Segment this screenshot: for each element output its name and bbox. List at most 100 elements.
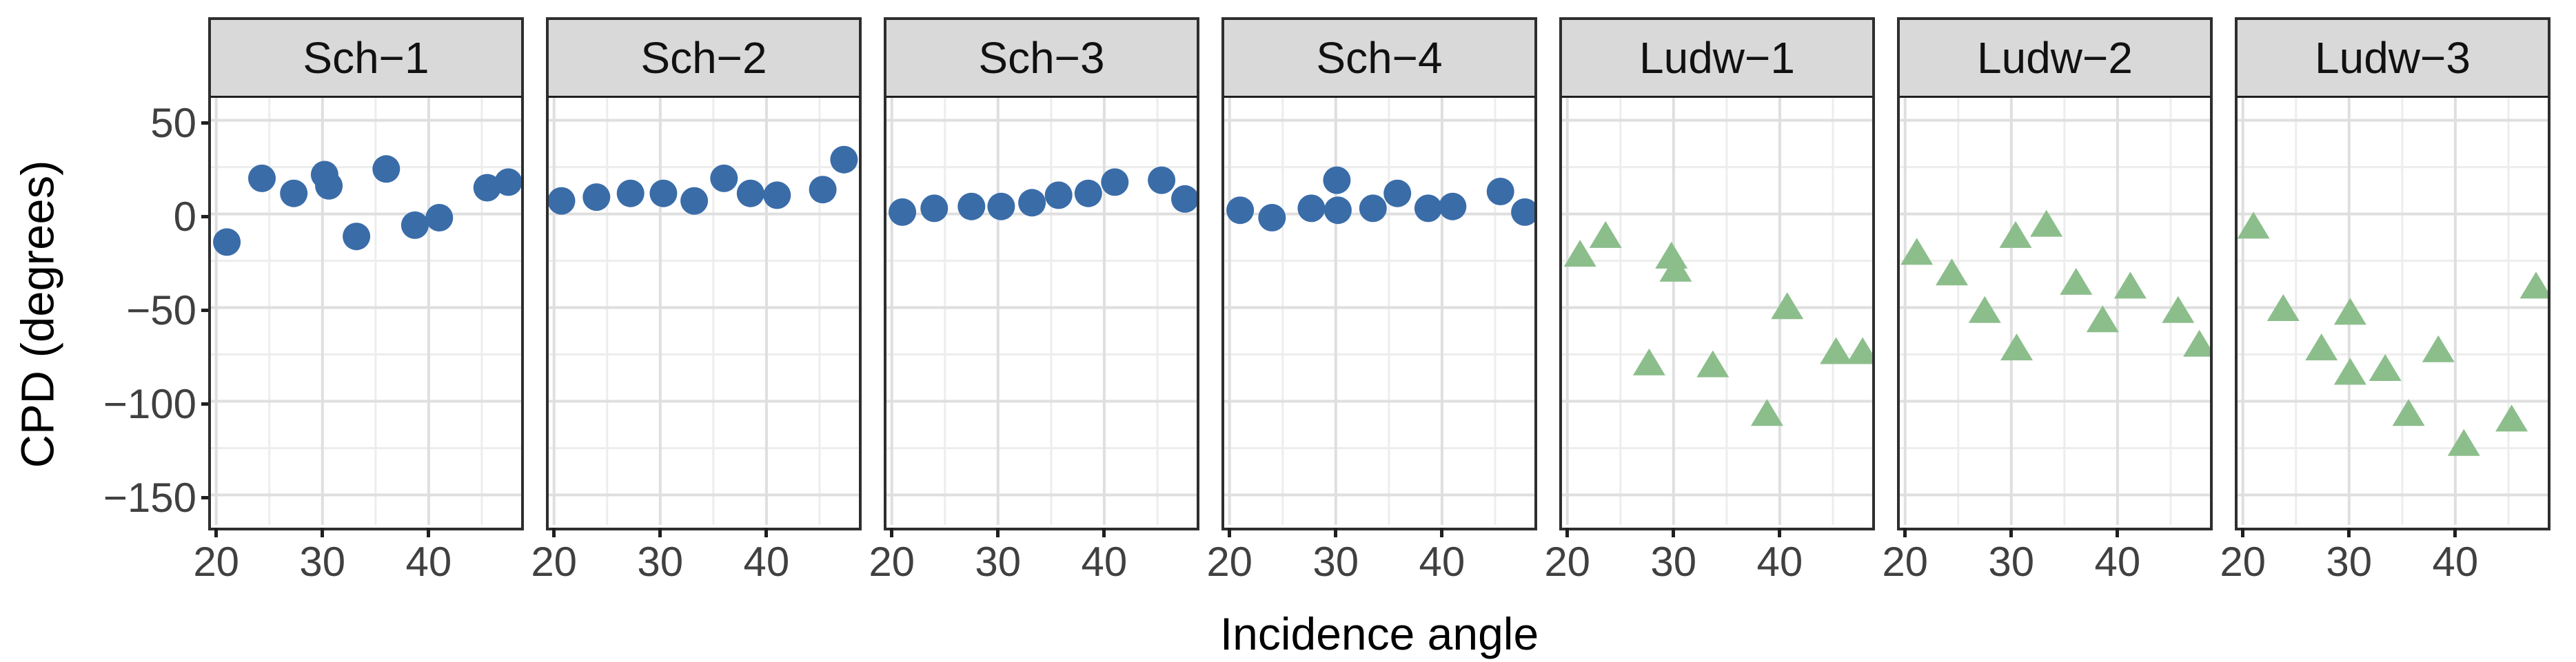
data-point — [1171, 185, 1197, 213]
data-point — [2519, 271, 2548, 299]
data-point — [2495, 404, 2528, 432]
x-tick-label: 30 — [299, 539, 346, 585]
data-point — [582, 183, 611, 211]
data-point — [1659, 254, 1692, 282]
data-point — [280, 179, 308, 207]
facet-strip: Ludw−3 — [2235, 17, 2550, 101]
data-point — [248, 164, 276, 192]
data-point — [2369, 354, 2402, 381]
data-point — [2305, 333, 2338, 361]
x-tick-label: 20 — [1882, 539, 1929, 585]
x-tick-label: 20 — [193, 539, 240, 585]
facet-panel — [884, 98, 1199, 530]
y-tick-label: −150 — [103, 474, 196, 521]
x-tick-mark — [427, 528, 431, 537]
x-tick-mark — [1903, 528, 1907, 537]
data-point — [2162, 296, 2195, 323]
data-point — [1323, 166, 1351, 194]
data-point — [736, 179, 764, 207]
x-tick-mark — [996, 528, 1000, 537]
data-point — [1486, 178, 1514, 205]
x-tick-label: 20 — [869, 539, 915, 585]
y-tick-mark — [201, 496, 211, 499]
data-point — [1101, 168, 1129, 196]
data-point — [1696, 350, 1730, 377]
data-point — [889, 198, 917, 226]
x-tick-label: 40 — [2432, 539, 2479, 585]
data-point — [920, 194, 949, 223]
data-point — [1018, 189, 1046, 217]
facet-label: Ludw−1 — [1639, 33, 1795, 83]
plot-area — [2238, 98, 2548, 525]
x-tick-label: 20 — [2220, 539, 2266, 585]
data-point — [1324, 196, 1352, 225]
x-tick-label: 40 — [2094, 539, 2141, 585]
data-point — [1936, 258, 1968, 286]
y-tick-mark — [201, 402, 211, 406]
x-tick-mark — [2116, 528, 2120, 537]
x-tick-mark — [1440, 528, 1444, 537]
facet-label: Sch−3 — [978, 33, 1105, 83]
plot-area — [886, 98, 1197, 525]
x-tick-mark — [1228, 528, 1232, 537]
data-point — [2060, 267, 2093, 295]
data-point — [2183, 329, 2210, 357]
data-point — [1846, 337, 1872, 364]
x-tick-mark — [552, 528, 556, 537]
data-point — [809, 176, 837, 204]
data-point — [1258, 204, 1286, 231]
data-point — [680, 187, 709, 215]
data-point — [2113, 271, 2147, 299]
x-tick-label: 20 — [1206, 539, 1253, 585]
facet-panel — [1559, 98, 1875, 530]
data-point — [957, 192, 986, 220]
x-tick-mark — [2241, 528, 2245, 537]
data-point — [1750, 399, 1783, 426]
x-tick-mark — [1672, 528, 1676, 537]
y-tick-label: 0 — [173, 193, 196, 240]
y-tick-mark — [201, 309, 211, 313]
data-point — [2030, 209, 2063, 237]
data-point — [343, 223, 371, 251]
plot-area — [211, 98, 521, 525]
facet-panel — [208, 98, 524, 530]
data-point — [987, 192, 1015, 220]
x-tick-mark — [2009, 528, 2014, 537]
data-point — [2238, 211, 2270, 239]
data-point — [1771, 292, 1804, 320]
x-tick-label: 30 — [975, 539, 1022, 585]
data-point — [315, 172, 343, 200]
data-point — [473, 174, 501, 202]
x-tick-mark — [2453, 528, 2457, 537]
data-point — [1589, 220, 1622, 248]
x-tick-label: 20 — [1544, 539, 1591, 585]
data-point — [1359, 194, 1387, 223]
x-tick-mark — [1334, 528, 1338, 537]
data-point — [649, 179, 678, 207]
data-point — [1820, 337, 1853, 364]
data-point — [1074, 179, 1102, 207]
data-point — [616, 179, 645, 207]
data-point — [1900, 238, 1934, 265]
data-point — [2422, 335, 2455, 362]
facet-strip: Sch−4 — [1221, 17, 1537, 101]
x-tick-label: 40 — [1419, 539, 1466, 585]
y-tick-mark — [201, 121, 211, 125]
data-point — [2392, 399, 2425, 426]
x-tick-label: 30 — [1650, 539, 1697, 585]
plot-area — [1224, 98, 1534, 525]
x-tick-label: 40 — [405, 539, 452, 585]
facet-label: Sch−4 — [1316, 33, 1443, 83]
x-tick-mark — [2347, 528, 2351, 537]
data-point — [1439, 192, 1467, 220]
x-tick-mark — [214, 528, 219, 537]
x-tick-label: 30 — [2326, 539, 2373, 585]
x-tick-mark — [1565, 528, 1570, 537]
facet-label: Sch−2 — [640, 33, 767, 83]
x-tick-label: 40 — [743, 539, 790, 585]
facet-strip: Ludw−1 — [1559, 17, 1875, 101]
facet-panel — [1221, 98, 1537, 530]
data-point — [1632, 348, 1665, 375]
plot-area — [1900, 98, 2210, 525]
